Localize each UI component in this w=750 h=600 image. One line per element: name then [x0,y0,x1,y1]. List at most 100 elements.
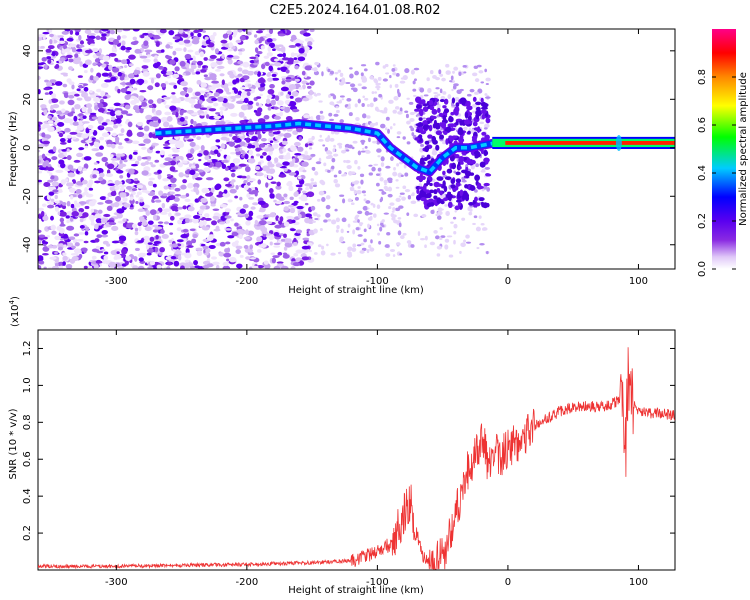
heatmap-cell [360,150,366,153]
heatmap-cell [204,217,212,221]
heatmap-cell [345,159,351,164]
heatmap-cell [268,234,275,241]
heatmap-cell [365,150,371,154]
heatmap-cell [211,220,217,226]
heatmap-cell [85,226,90,231]
heatmap-cell [192,55,196,61]
heatmap-cell [49,256,57,260]
heatmap-cell [429,70,434,75]
heatmap-cell [360,72,364,77]
heatmap-cell [273,106,279,110]
heatmap-cell [91,170,100,175]
heatmap-cell [360,242,365,246]
heatmap-cell [289,196,294,201]
heatmap-cell [118,153,126,157]
heatmap-cell [304,150,308,156]
heatmap-cell [138,127,144,130]
heatmap-cell [127,121,133,128]
heatmap-cell [270,252,276,255]
heatmap-cell [230,218,234,222]
heatmap-cell [399,253,403,256]
heatmap-cell [195,71,201,75]
heatmap-cell [51,265,60,269]
heatmap-cell [78,211,83,217]
heatmap-cell [103,251,109,255]
heatmap-cell [200,82,208,88]
heatmap-cell [63,233,68,239]
heatmap-cell [245,137,251,143]
heatmap-cell [59,238,65,241]
heatmap-cell [97,209,103,214]
heatmap-cell [253,71,258,75]
heatmap-cell [86,103,93,109]
heatmap-cell [456,199,462,203]
heatmap-y-tick-label: 20 [22,93,33,106]
heatmap-cell [165,71,174,76]
heatmap-cell [110,157,118,161]
heatmap-cell [170,255,177,260]
heatmap-cell [92,62,97,67]
heatmap-cell [124,77,129,81]
heatmap-cell [302,169,307,173]
heatmap-cell [288,172,297,176]
heatmap-cell [437,207,443,212]
heatmap-cell [316,214,321,218]
heatmap-cell [419,87,425,93]
heatmap-cell [469,88,475,93]
heatmap-cell [455,178,462,183]
heatmap-cell [235,100,244,105]
heatmap-cell [106,143,113,148]
heatmap-cell [101,122,108,126]
heatmap-cell [107,121,114,125]
heatmap-cell [462,192,470,199]
heatmap-cell [239,120,246,124]
heatmap-cell [93,162,98,165]
heatmap-cell [142,32,149,36]
heatmap-cell [219,110,224,117]
heatmap-cell [50,175,55,180]
heatmap-cell [90,112,97,116]
heatmap-cell [460,242,466,248]
heatmap-cell [47,126,55,133]
heatmap-cell [415,104,422,109]
heatmap-cell [237,49,243,52]
heatmap-cell [180,194,188,199]
heatmap-cell [93,97,100,102]
heatmap-cell [176,227,182,232]
heatmap-cell [160,49,165,53]
heatmap-cell [380,123,386,129]
heatmap-cell [446,235,453,238]
heatmap-cell [162,143,169,147]
heatmap-cell [208,86,216,91]
heatmap-cell [175,111,179,118]
heatmap-cell [222,261,230,267]
heatmap-cell [71,210,79,217]
heatmap-cell [273,245,281,248]
heatmap-cell [479,161,486,168]
heatmap-cell [294,78,300,82]
heatmap-cell [186,245,194,248]
heatmap-cell [259,143,266,148]
heatmap-cell [119,82,128,86]
heatmap-cell [385,72,390,75]
heatmap-cell [67,99,75,106]
heatmap-cell [263,214,269,218]
heatmap-cell [414,108,421,112]
heatmap-cell [293,57,298,61]
heatmap-cell [297,156,304,159]
heatmap-cell [164,157,173,162]
heatmap-cell [155,150,161,154]
heatmap-cell [388,99,394,104]
heatmap-cell [86,183,92,188]
heatmap-cell [66,242,74,247]
heatmap-cell [114,185,120,191]
heatmap-cell [110,116,116,121]
heatmap-cell [190,103,196,109]
snr-panel: -300 -200 -100 0 100 0.20.40.60.81.01.2 Heig… [8,296,676,596]
line-y-tick-label: 0.4 [22,488,33,504]
heatmap-cell [436,253,441,257]
heatmap-cell [75,189,82,194]
heatmap-cell [226,30,233,35]
heatmap-cell [157,169,162,174]
heatmap-cell [216,152,221,158]
